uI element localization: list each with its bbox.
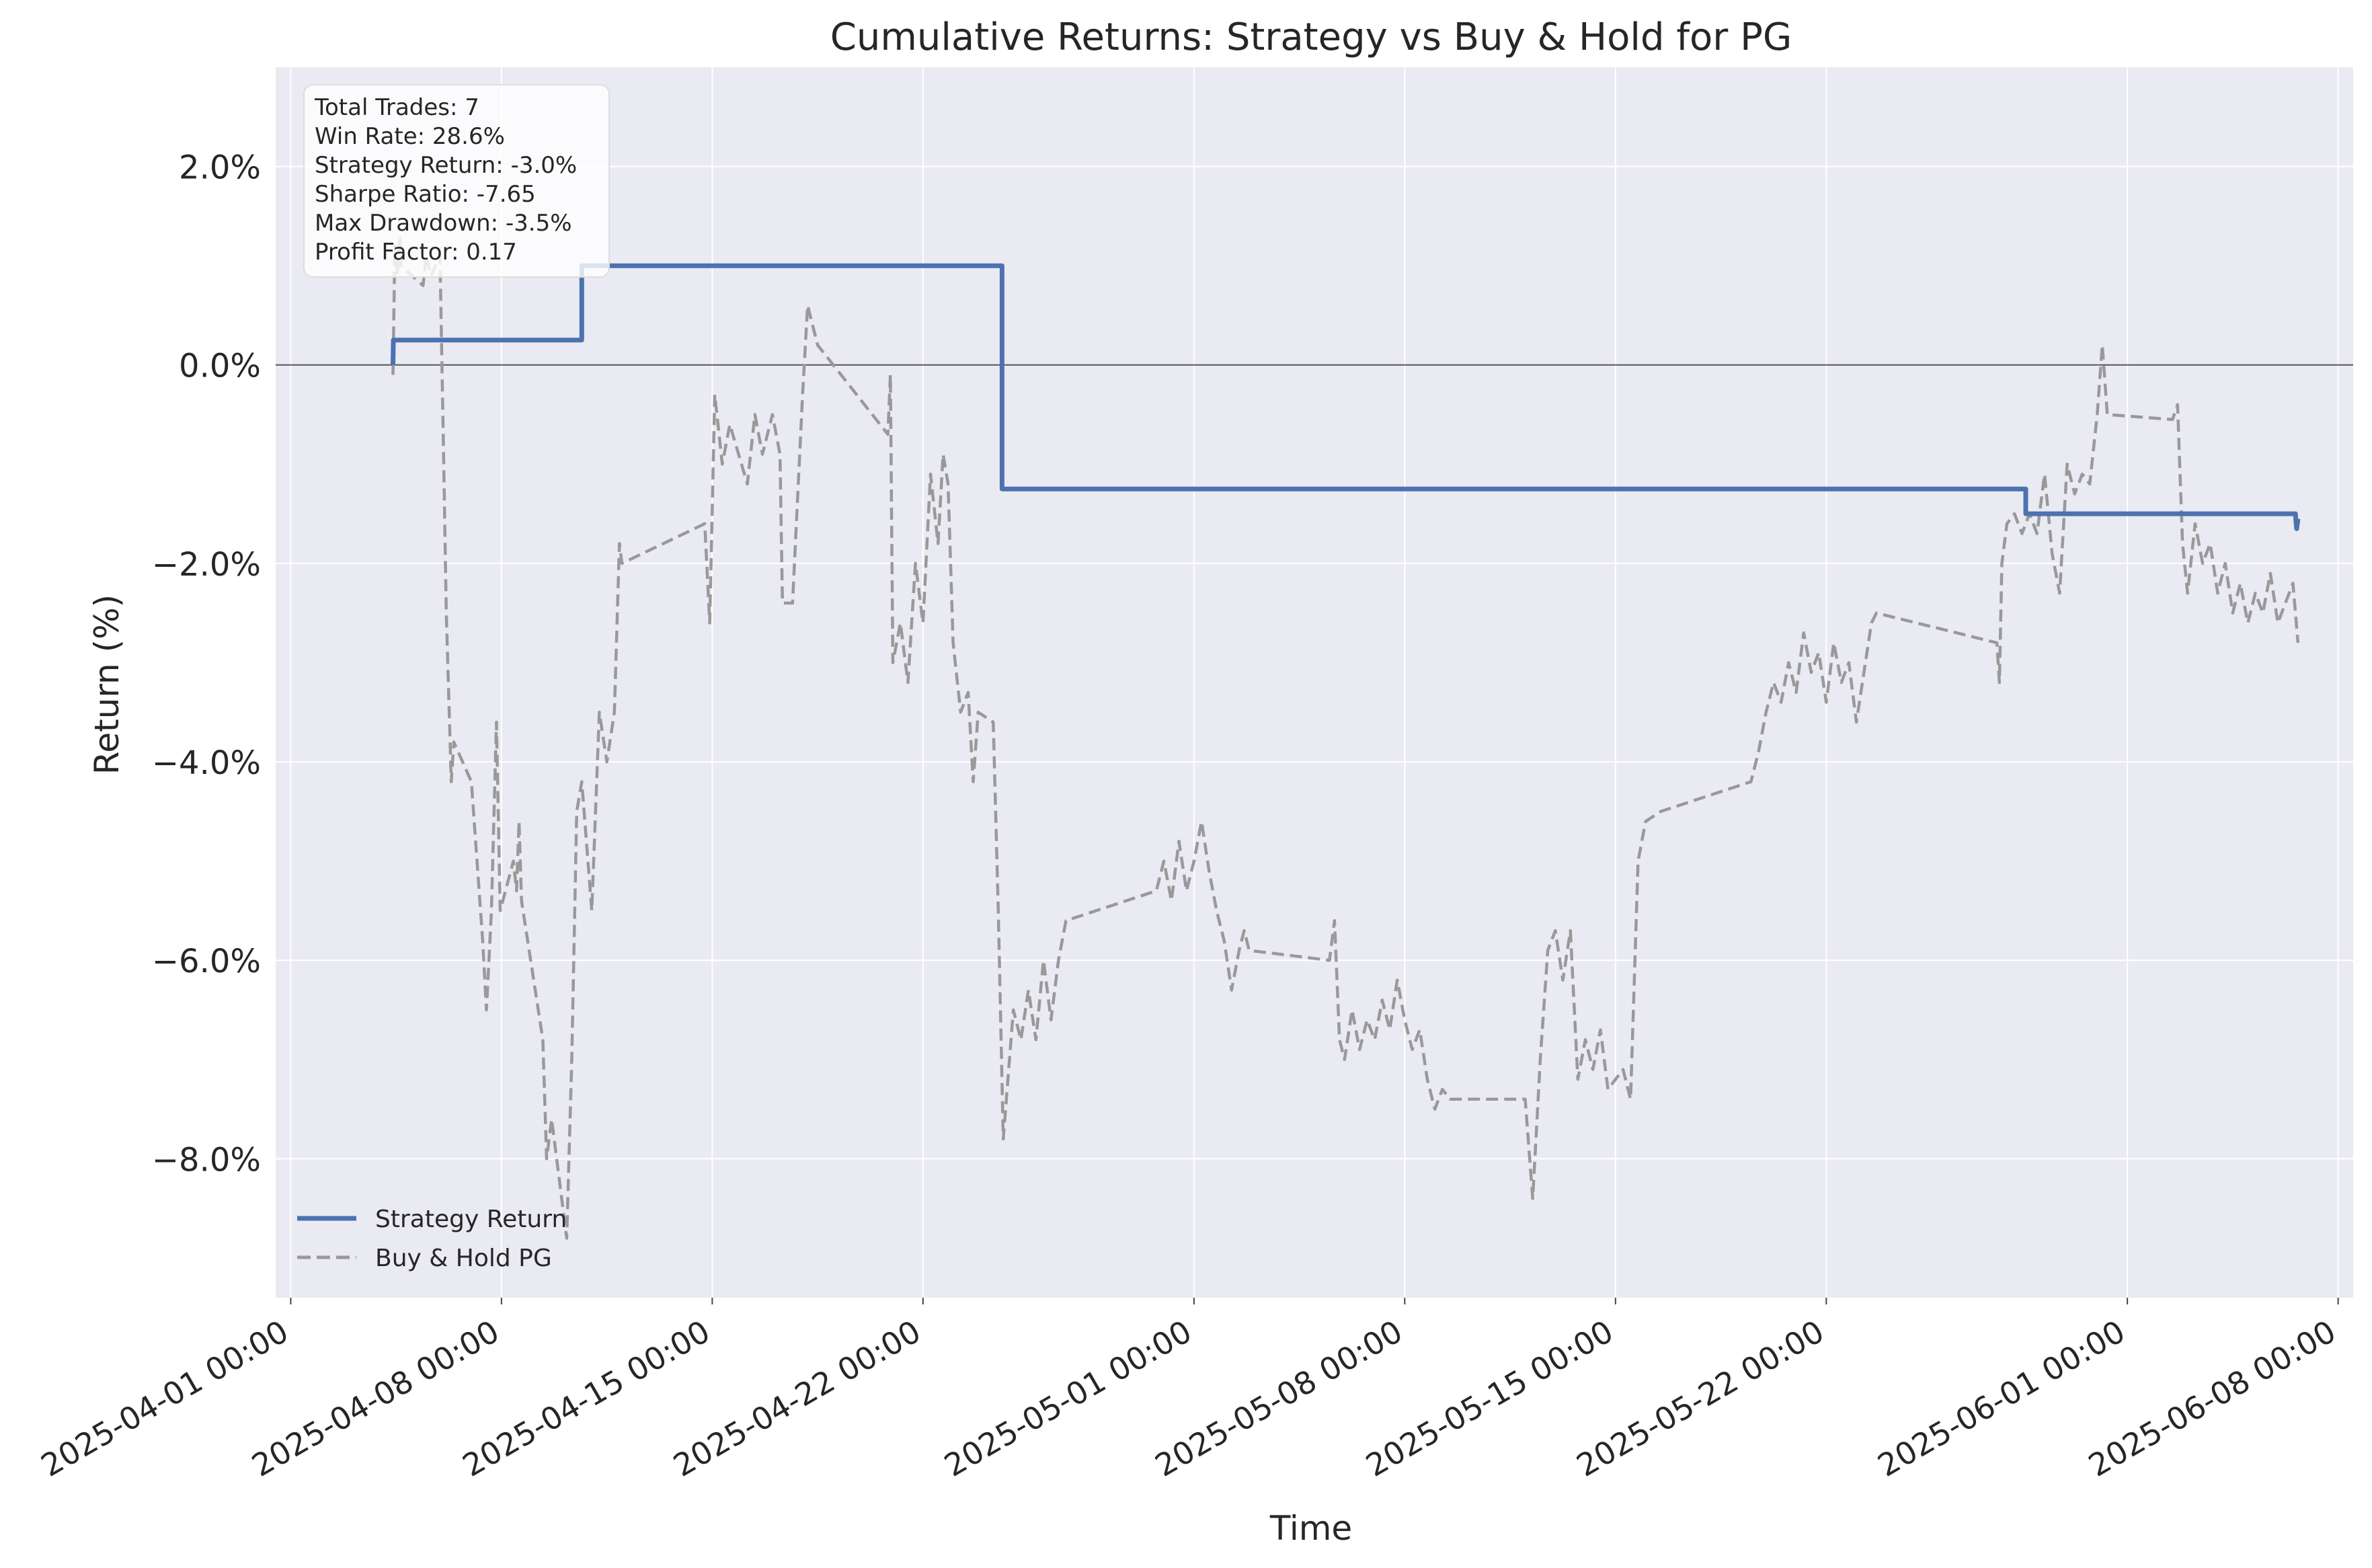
- y-tick-labels: 2.0% 0.0% −2.0% −4.0% −6.0% −8.0%: [152, 149, 261, 1179]
- stats-box: Total Trades: 7 Win Rate: 28.6% Strategy…: [303, 84, 610, 278]
- series-layer: [391, 234, 2301, 1240]
- strategy-return-line: [391, 263, 2301, 531]
- y-tick-label: −4.0%: [152, 744, 261, 782]
- stats-win-rate: Win Rate: 28.6%: [315, 123, 505, 150]
- y-tick-label: −6.0%: [152, 943, 261, 980]
- y-axis-label: Return (%): [87, 594, 126, 775]
- grid-lines: [276, 67, 2353, 1304]
- y-tick-label: 2.0%: [179, 149, 261, 187]
- stats-strategy-return: Strategy Return: -3.0%: [315, 152, 577, 179]
- buy-hold-line: [391, 234, 2300, 1240]
- stats-max-drawdown: Max Drawdown: -3.5%: [315, 210, 572, 237]
- plot-area: [276, 67, 2353, 1298]
- legend-label-buy-hold: Buy & Hold PG: [375, 1245, 552, 1272]
- y-tick-label: 0.0%: [179, 348, 261, 385]
- stats-box-background: [303, 84, 610, 278]
- stats-total-trades: Total Trades: 7: [314, 94, 479, 121]
- y-tick-label: −8.0%: [152, 1141, 261, 1179]
- legend-label-strategy: Strategy Return: [375, 1206, 567, 1233]
- stats-profit-factor: Profit Factor: 0.17: [315, 239, 517, 266]
- x-axis-label: Time: [1269, 1509, 1352, 1548]
- y-tick-label: −2.0%: [152, 546, 261, 584]
- stats-sharpe-ratio: Sharpe Ratio: -7.65: [315, 181, 536, 208]
- legend: Strategy Return Buy & Hold PG: [297, 1206, 567, 1272]
- chart-title: Cumulative Returns: Strategy vs Buy & Ho…: [830, 15, 1792, 59]
